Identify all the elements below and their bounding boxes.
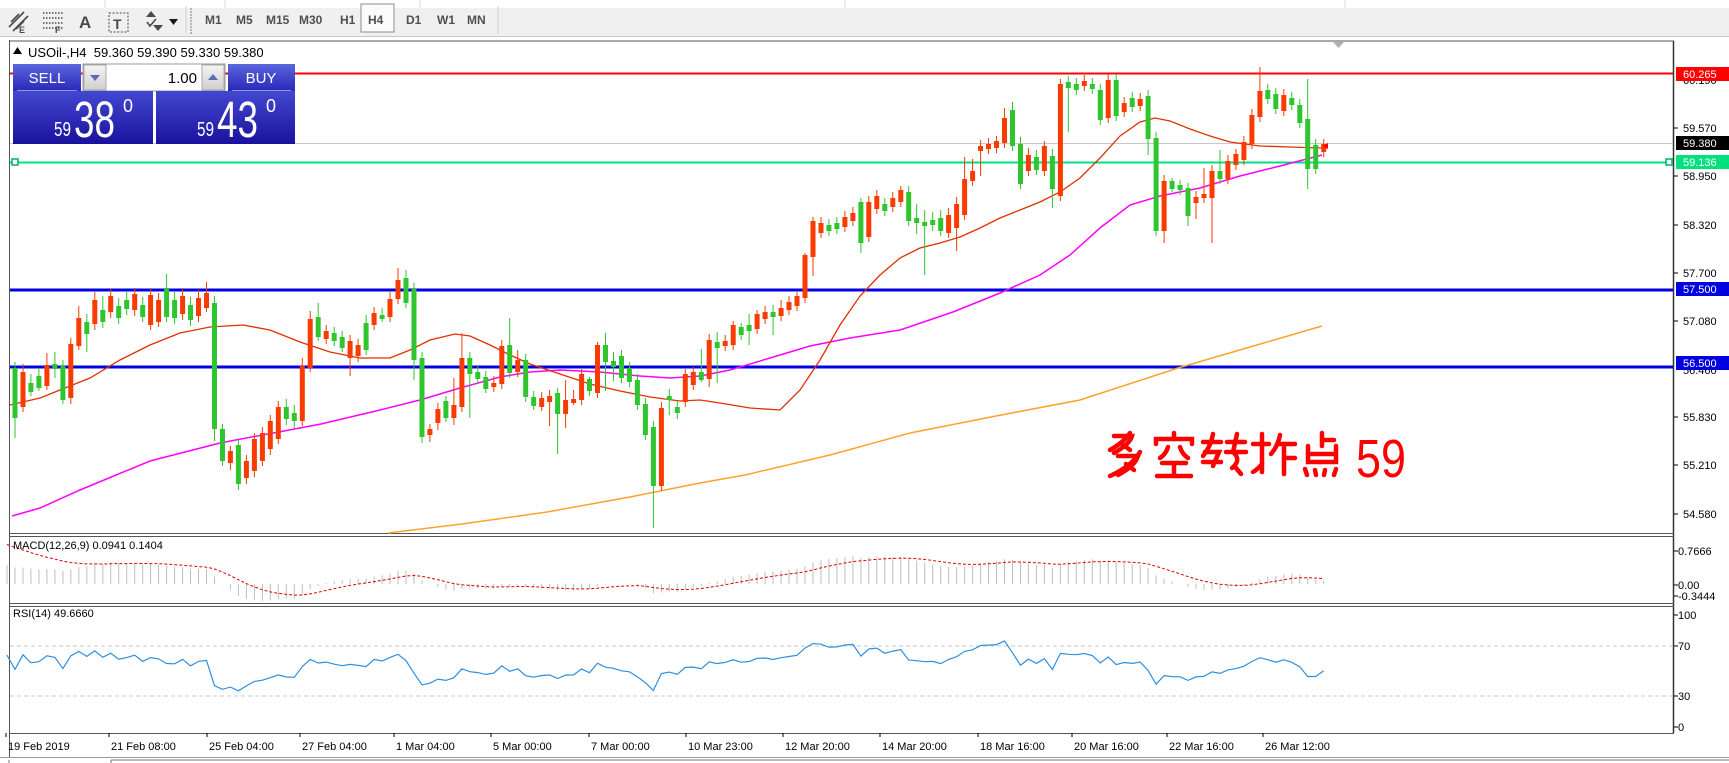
svg-text:1 Mar 04:00: 1 Mar 04:00 [396,741,455,753]
svg-text:E: E [19,25,25,35]
svg-text:D1: D1 [406,13,422,27]
svg-text:54.580: 54.580 [1683,509,1717,521]
svg-text:0: 0 [266,96,276,116]
svg-text:59.570: 59.570 [1683,123,1717,135]
svg-text:H1: H1 [340,13,356,27]
svg-text:14 Mar 20:00: 14 Mar 20:00 [882,741,947,753]
svg-text:10 Mar 23:00: 10 Mar 23:00 [688,741,753,753]
svg-text:55.830: 55.830 [1683,412,1717,424]
svg-text:27 Feb 04:00: 27 Feb 04:00 [302,741,367,753]
svg-text:W1: W1 [437,13,455,27]
svg-text:M15: M15 [266,13,290,27]
svg-text:SELL: SELL [29,70,66,87]
svg-text:57.080: 57.080 [1683,316,1717,328]
svg-text:22 Mar 16:00: 22 Mar 16:00 [1169,741,1234,753]
svg-text:7 Mar 00:00: 7 Mar 00:00 [591,741,650,753]
svg-text:58.950: 58.950 [1683,171,1717,183]
svg-text:MACD(12,26,9) 0.0941 0.1404: MACD(12,26,9) 0.0941 0.1404 [13,540,163,552]
svg-text:M30: M30 [299,13,323,27]
svg-text:RSI(14) 49.6660: RSI(14) 49.6660 [13,608,94,620]
svg-text:43: 43 [217,91,258,148]
svg-text:100: 100 [1678,610,1696,622]
svg-text:-0.3444: -0.3444 [1678,591,1715,603]
svg-text:19 Feb 2019: 19 Feb 2019 [8,741,70,753]
svg-text:21 Feb 08:00: 21 Feb 08:00 [111,741,176,753]
svg-text:59.136: 59.136 [1683,157,1717,169]
svg-text:20 Mar 16:00: 20 Mar 16:00 [1074,741,1139,753]
svg-text:55.210: 55.210 [1683,460,1717,472]
svg-text:0: 0 [1678,722,1684,734]
svg-text:70: 70 [1678,641,1690,653]
svg-text:BUY: BUY [246,70,277,87]
svg-text:57.500: 57.500 [1683,284,1717,296]
svg-text:56.500: 56.500 [1683,358,1717,370]
svg-text:59: 59 [54,119,71,141]
svg-text:M5: M5 [236,13,253,27]
svg-text:57.700: 57.700 [1683,268,1717,280]
svg-text:H4: H4 [368,13,384,27]
svg-text:5 Mar 00:00: 5 Mar 00:00 [493,741,552,753]
svg-text:18 Mar 16:00: 18 Mar 16:00 [980,741,1045,753]
svg-text:USOil-,H4 59.360 59.390 59.33: USOil-,H4 59.360 59.390 59.330 59.380 [28,45,264,60]
svg-text:38: 38 [74,91,115,148]
svg-text:A: A [79,13,91,32]
svg-text:59.380: 59.380 [1683,138,1717,150]
svg-text:59: 59 [1356,429,1406,489]
svg-text:M1: M1 [205,13,222,27]
svg-text:0: 0 [123,96,133,116]
svg-text:12 Mar 20:00: 12 Mar 20:00 [785,741,850,753]
svg-text:59: 59 [197,119,214,141]
svg-text:F: F [55,25,61,35]
svg-text:1.00: 1.00 [168,70,197,87]
svg-text:25 Feb 04:00: 25 Feb 04:00 [209,741,274,753]
svg-text:0.00: 0.00 [1678,580,1699,592]
svg-text:0.7666: 0.7666 [1678,546,1712,558]
svg-text:T: T [113,16,122,32]
svg-text:58.320: 58.320 [1683,220,1717,232]
svg-text:30: 30 [1678,691,1690,703]
svg-text:26 Mar 12:00: 26 Mar 12:00 [1265,741,1330,753]
svg-text:60.265: 60.265 [1683,69,1717,81]
svg-text:MN: MN [467,13,486,27]
